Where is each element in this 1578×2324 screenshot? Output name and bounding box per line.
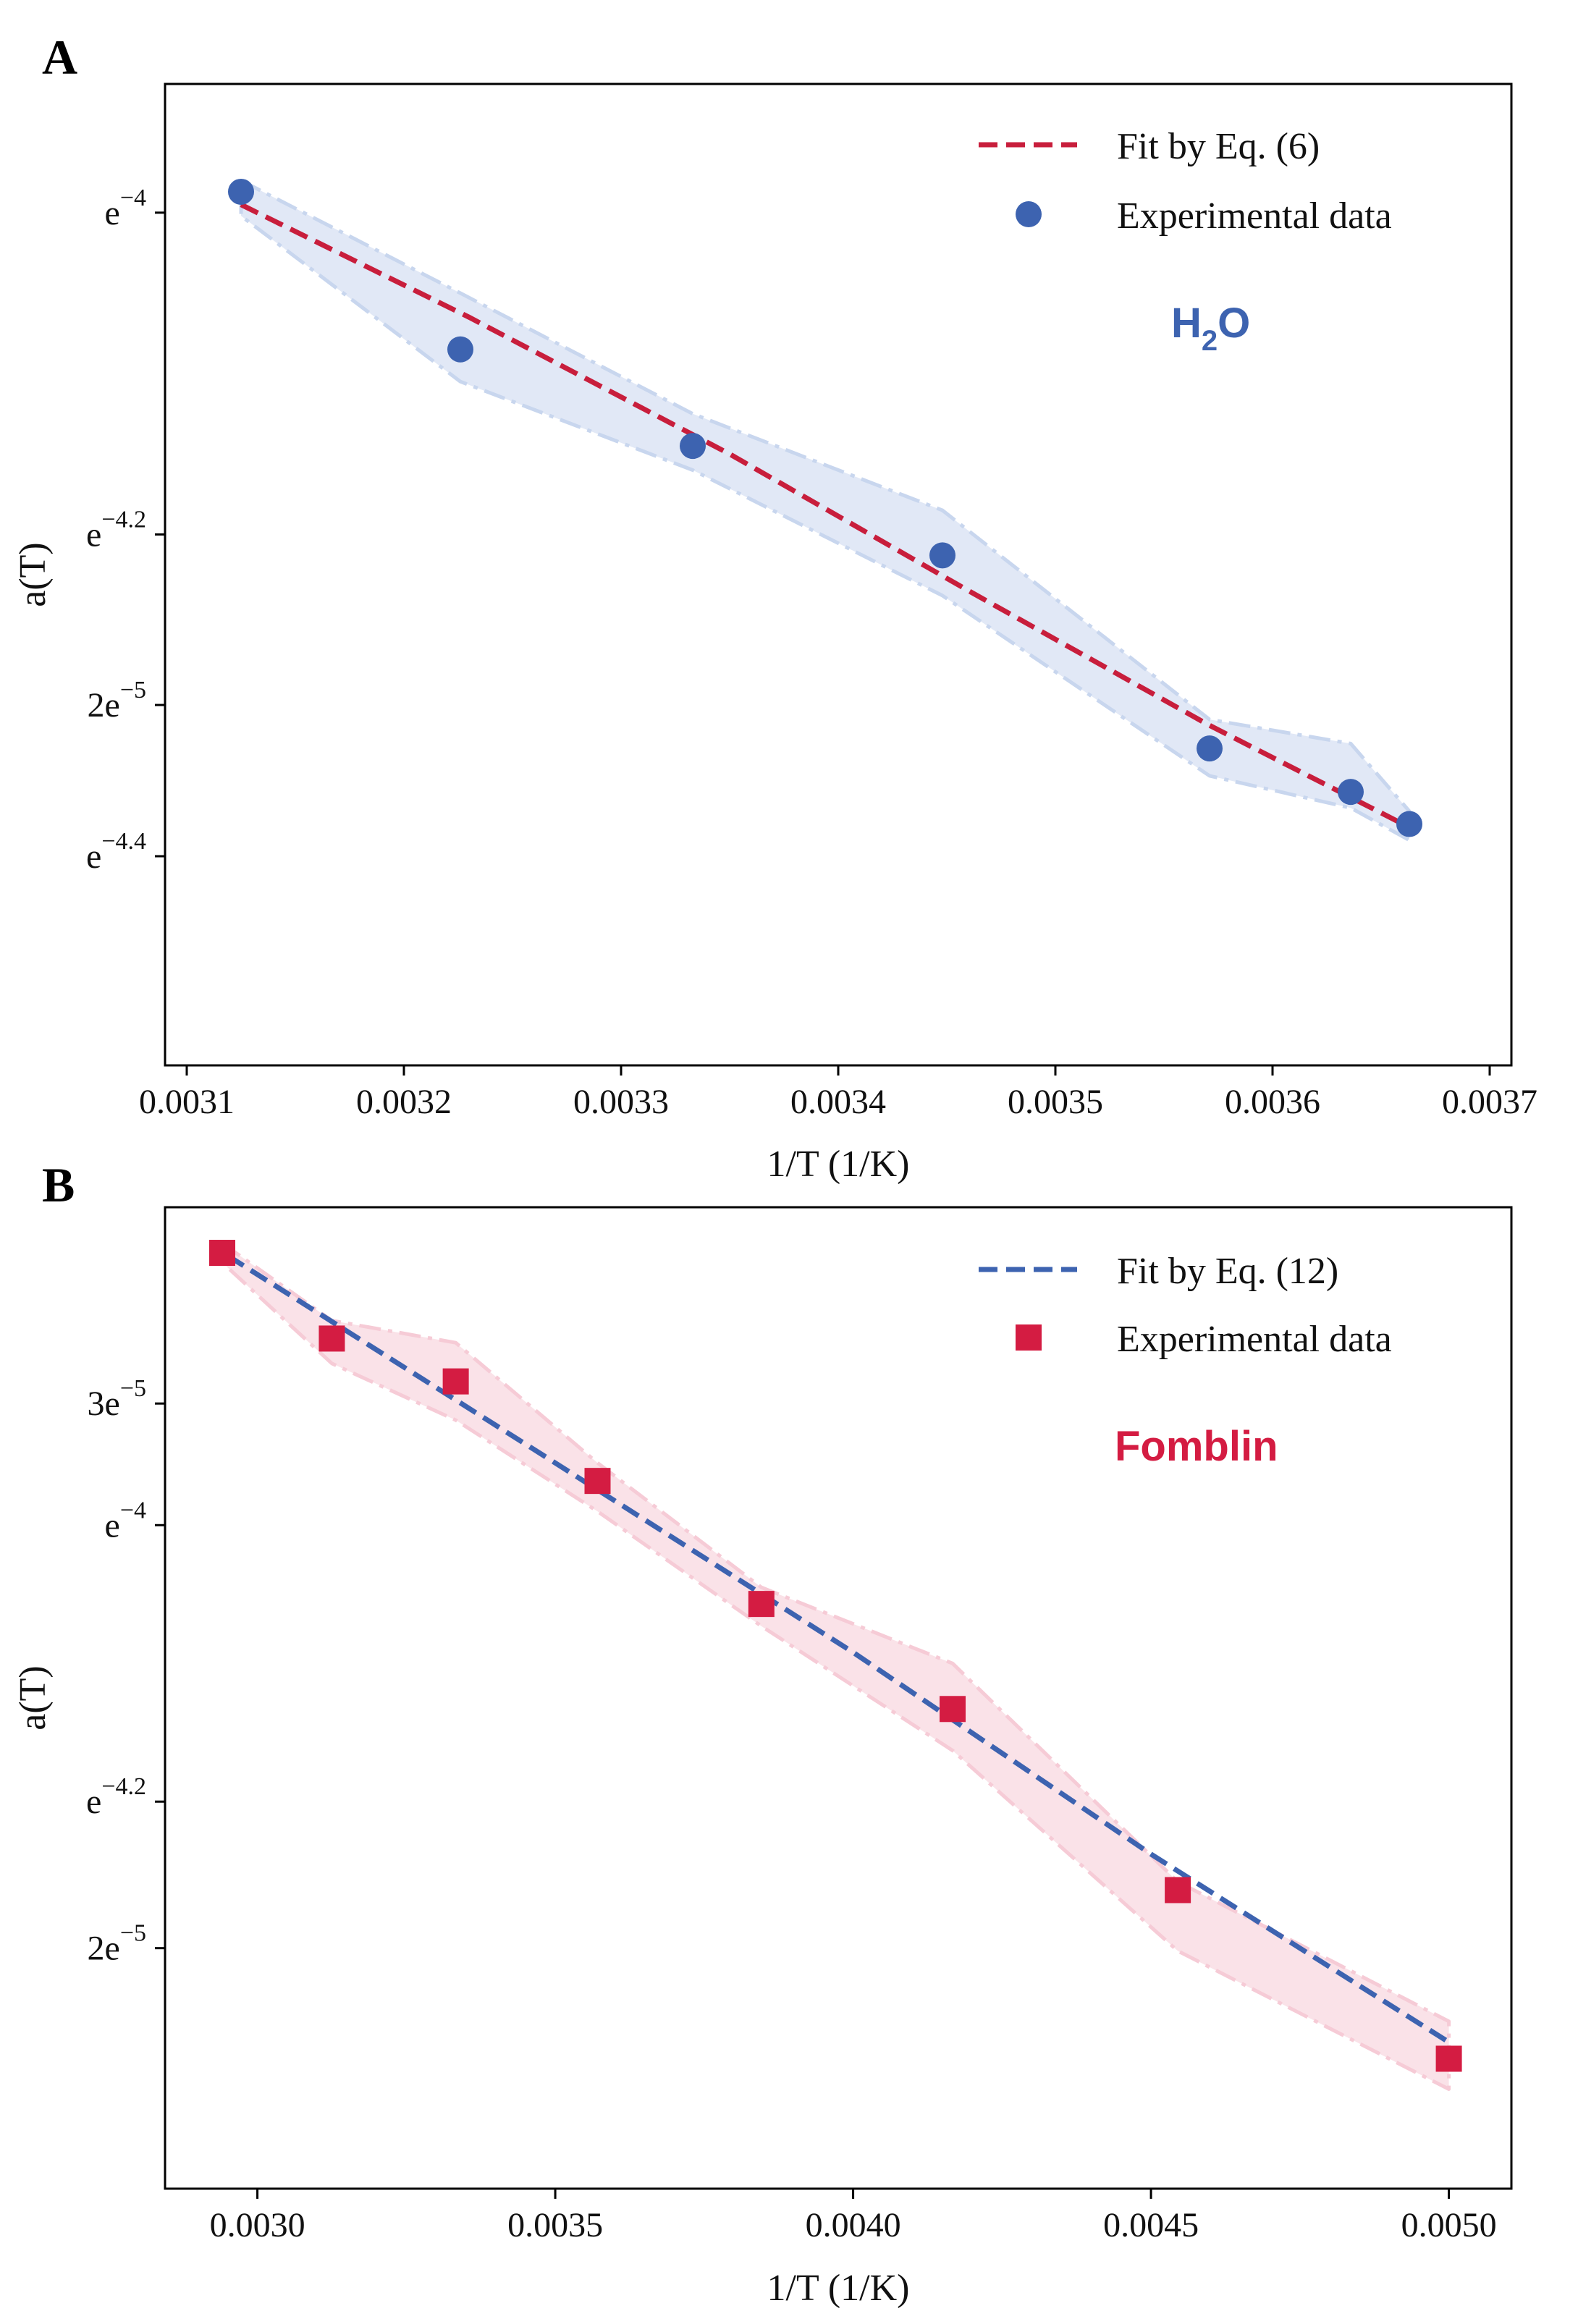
panel-b-y-axis-title: a(T) <box>12 1665 54 1730</box>
data-point <box>1197 735 1223 762</box>
panel-b-frame <box>164 1206 1513 2190</box>
panel-b-uncertainty-band <box>220 1241 1451 2091</box>
data-point <box>748 1591 775 1618</box>
x-tick-label: 0.0030 <box>210 2206 305 2244</box>
x-tick-label: 0.0050 <box>1401 2206 1497 2244</box>
data-point <box>1338 779 1364 806</box>
panel-b-x-axis-title: 1/T (1/K) <box>767 2268 910 2309</box>
panel-a-x-ticks: 0.0031 0.0032 0.0033 0.0034 0.0035 0.0036 0.00… <box>139 1065 1537 1121</box>
panel-a-legend: Fit by Eq. (6) Experimental data <box>979 126 1392 237</box>
y-tick-label: 2e−5 <box>88 677 147 724</box>
x-tick-label: 0.0034 <box>790 1083 886 1121</box>
panel-a-fit-line <box>240 202 1411 830</box>
y-tick-label: e−4.2 <box>86 506 146 554</box>
x-tick-label: 0.0037 <box>1442 1083 1537 1121</box>
data-point <box>1396 811 1422 837</box>
panel-a-uncertainty-band <box>239 178 1412 842</box>
panel-b-y-ticks: 3e−5 e−4 e−4.2 2e−5 <box>86 1375 165 1968</box>
data-point <box>318 1325 345 1352</box>
x-tick-label: 0.0045 <box>1103 2206 1199 2244</box>
legend-data-label: Experimental data <box>1117 195 1392 237</box>
fit-line <box>240 202 1411 830</box>
data-point <box>228 178 254 205</box>
legend-data-label: Experimental data <box>1117 1319 1392 1360</box>
panel-b-annotation: Fomblin <box>1115 1423 1278 1470</box>
panel-b-label: B <box>42 1157 75 1212</box>
panel-b: B 0.0030 0.0035 0.0040 0.0045 0.0050 3e−5 e−4… <box>12 1157 1513 2309</box>
data-point <box>447 336 473 363</box>
band-area <box>220 1241 1451 2091</box>
data-point <box>929 542 955 569</box>
band-area <box>239 178 1412 842</box>
data-point <box>442 1368 469 1395</box>
legend-circle-marker <box>1016 201 1042 227</box>
x-tick-label: 0.0040 <box>806 2206 901 2244</box>
data-point <box>940 1696 966 1723</box>
panel-a-label: A <box>42 30 77 85</box>
panel-a-x-axis-title: 1/T (1/K) <box>767 1144 910 1185</box>
panel-a-data-points <box>228 178 1422 837</box>
panel-a-y-axis-title: a(T) <box>12 542 54 607</box>
data-point <box>1165 1877 1191 1903</box>
legend-fit-label: Fit by Eq. (6) <box>1117 126 1320 167</box>
y-tick-label: e−4.4 <box>86 828 146 876</box>
data-point <box>680 433 706 460</box>
data-point <box>209 1240 236 1267</box>
x-tick-label: 0.0032 <box>356 1083 452 1121</box>
legend-fit-label: Fit by Eq. (12) <box>1117 1251 1338 1292</box>
data-point <box>1435 2045 1462 2072</box>
x-tick-label: 0.0033 <box>573 1083 669 1121</box>
y-tick-label: 3e−5 <box>88 1375 147 1423</box>
panel-b-legend: Fit by Eq. (12) Experimental data <box>979 1251 1392 1360</box>
y-tick-label: e−4 <box>105 1497 147 1545</box>
panel-a-y-ticks: e−4 e−4.2 2e−5 e−4.4 <box>86 185 165 876</box>
y-tick-label: e−4.2 <box>86 1773 146 1821</box>
legend-square-marker <box>1016 1324 1042 1351</box>
panel-b-x-ticks: 0.0030 0.0035 0.0040 0.0045 0.0050 <box>210 2189 1497 2244</box>
panel-a-annotation: H2O <box>1171 300 1250 357</box>
panel-a: A 0.0031 0.0032 0.0033 0.0034 0.0035 0.0036 0.… <box>12 30 1537 1185</box>
y-tick-label: e−4 <box>105 185 147 232</box>
x-tick-label: 0.0036 <box>1225 1083 1320 1121</box>
x-tick-label: 0.0035 <box>507 2206 603 2244</box>
data-point <box>584 1468 611 1495</box>
x-tick-label: 0.0035 <box>1008 1083 1103 1121</box>
panel-b-data-points <box>209 1240 1462 2072</box>
y-tick-label: 2e−5 <box>88 1920 147 1968</box>
x-tick-label: 0.0031 <box>139 1083 235 1121</box>
